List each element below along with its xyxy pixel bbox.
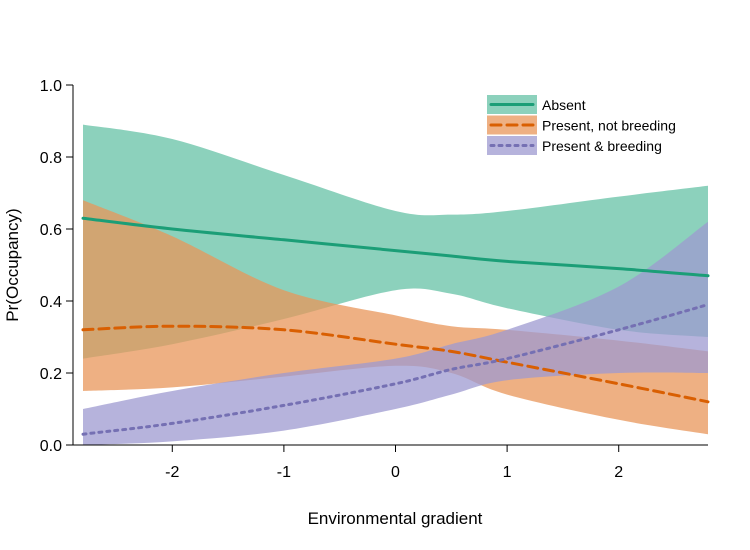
confidence-bands [83, 124, 708, 445]
x-tick-label: -2 [165, 464, 179, 481]
y-tick-label: 1.0 [40, 78, 62, 95]
x-tick-label: 1 [503, 464, 512, 481]
x-tick-label: 2 [614, 464, 623, 481]
y-tick-label: 0.0 [40, 438, 62, 455]
band-series-3 [83, 221, 708, 445]
y-tick-label: 0.6 [40, 222, 62, 239]
legend-label-3: Present & breeding [542, 138, 662, 154]
y-tick-label: 0.4 [40, 294, 62, 311]
line-series-3 [81, 303, 710, 436]
legend-label-2: Present, not breeding [542, 118, 676, 134]
axes: -2 -1 0 1 2 0.0 0.2 0.4 0.6 0.8 1.0 [40, 78, 708, 481]
series-lines [81, 216, 710, 436]
line-series-2 [81, 324, 710, 404]
y-tick-label: 0.8 [40, 150, 62, 167]
legend-swatch-3 [487, 136, 537, 155]
legend-label-1: Absent [542, 97, 586, 113]
x-tick-label: 0 [391, 464, 400, 481]
x-axis-title: Environmental gradient [308, 509, 483, 528]
y-axis-title: Pr(Occupancy) [3, 208, 22, 321]
x-tick-label: -1 [277, 464, 291, 481]
y-tick-label: 0.2 [40, 366, 62, 383]
legend: Absent Present, not breeding Present & bre… [487, 95, 676, 155]
line-series-1 [81, 216, 710, 278]
